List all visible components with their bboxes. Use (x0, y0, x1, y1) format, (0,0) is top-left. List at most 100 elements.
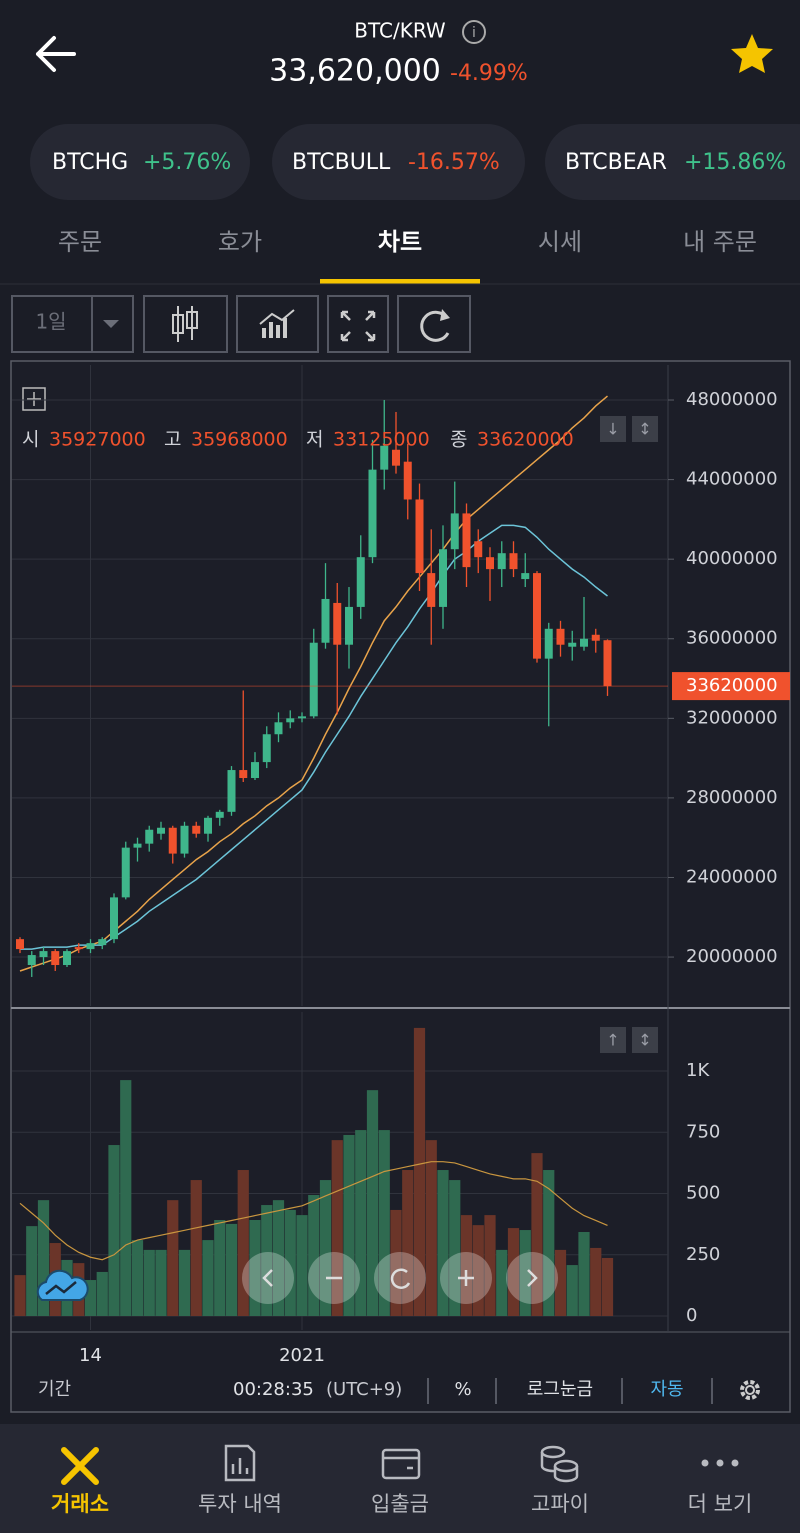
candle-body (462, 513, 471, 568)
volume-bar (590, 1247, 602, 1317)
svg-text:↕: ↕ (638, 1031, 651, 1050)
y-tick-label: 36000000 (686, 628, 778, 649)
favorite-star[interactable] (731, 34, 773, 73)
nav-label[interactable]: 더 보기 (688, 1492, 753, 1516)
volume-bar (261, 1205, 273, 1317)
candle-body (39, 951, 48, 958)
volume-bar (472, 1225, 484, 1317)
y-tick-label: 24000000 (686, 866, 778, 887)
chip[interactable] (545, 124, 800, 200)
candle-body (98, 939, 107, 946)
candle-body (603, 640, 612, 687)
ohlc-value: 35927000 (49, 429, 146, 451)
svg-text:↑: ↑ (606, 1031, 619, 1050)
chart-type-button[interactable] (143, 295, 228, 353)
fullscreen-button[interactable] (327, 295, 389, 353)
settings-icon[interactable] (740, 1380, 760, 1400)
x-tick-label: 14 (79, 1345, 102, 1366)
volume-bar (496, 1249, 508, 1317)
refresh-button[interactable] (397, 295, 471, 353)
candle-body (262, 734, 271, 763)
volume-bar (507, 1228, 520, 1317)
tab[interactable]: 호가 (218, 228, 262, 256)
nav-label[interactable]: 입출금 (371, 1492, 429, 1516)
indicator-icon (259, 309, 295, 338)
volume-bar (167, 1200, 179, 1317)
chip-change: -16.57% (408, 150, 500, 175)
volume-bar (108, 1145, 120, 1317)
footer-auto[interactable]: 자동 (650, 1379, 683, 1400)
volume-bar (601, 1257, 614, 1317)
x-tick-label: 2021 (279, 1345, 325, 1366)
candle-icon (172, 306, 198, 342)
crosshair-icon[interactable] (22, 387, 46, 411)
volume-bar (390, 1209, 402, 1317)
volume-bar (96, 1271, 108, 1317)
tab[interactable]: 내 주문 (683, 228, 757, 256)
candle-body (192, 825, 201, 834)
period-select[interactable] (11, 295, 134, 353)
price-change: -4.99% (450, 61, 528, 86)
volume-bar (37, 1200, 50, 1317)
tab[interactable]: 시세 (538, 228, 582, 256)
volume-bar (460, 1215, 473, 1317)
candle-body (509, 553, 518, 570)
indicator-button[interactable] (236, 295, 319, 353)
tab[interactable]: 주문 (58, 228, 102, 256)
ohlc-label: 시 (22, 429, 39, 451)
price: 33,620,000 (269, 54, 441, 89)
candle-body (591, 634, 600, 641)
candle-body (298, 716, 306, 719)
volume-bar (484, 1215, 496, 1317)
volume-bar (272, 1200, 285, 1317)
candle-body (333, 602, 342, 645)
candle-body (286, 718, 295, 723)
nav-label[interactable]: 고파이 (531, 1492, 589, 1516)
volume-ma-line (19, 1161, 608, 1261)
info-icon[interactable]: i (462, 20, 486, 44)
candle-body (51, 951, 60, 966)
scale-buttons[interactable] (600, 416, 658, 1053)
volume-bar (413, 1027, 426, 1317)
volume-bar (378, 1130, 390, 1317)
y-tick-label: 250 (686, 1244, 720, 1265)
volume-bar (249, 1219, 261, 1317)
candle-body (321, 598, 330, 643)
volume-bar (120, 1080, 132, 1317)
nav-label[interactable]: 투자 내역 (198, 1492, 282, 1516)
volume-bar (554, 1249, 567, 1317)
volume-bar (531, 1153, 543, 1317)
volume-bar (308, 1195, 320, 1317)
volume-bar (449, 1180, 461, 1317)
footer-log[interactable]: 로그눈금 (527, 1379, 593, 1400)
svg-text:↓: ↓ (606, 420, 619, 439)
footer-period[interactable]: 기간 (38, 1379, 71, 1400)
candle-body (380, 445, 389, 470)
volume-bar (84, 1280, 97, 1317)
volume-bar (296, 1215, 308, 1317)
back-button[interactable] (36, 36, 76, 72)
volume-bar (366, 1090, 379, 1317)
chip[interactable] (30, 124, 250, 200)
candle-body (533, 573, 541, 659)
chip[interactable] (272, 124, 525, 200)
y-tick-label: 1K (686, 1060, 710, 1081)
more-icon (701, 1459, 739, 1467)
candle-body (474, 541, 483, 558)
volume-bar (190, 1180, 202, 1317)
scale-arrows: ↓ ↕ ↑ ↕ (606, 420, 651, 1050)
candle-body (239, 770, 248, 779)
footer-percent[interactable]: % (454, 1379, 471, 1400)
fullscreen-icon (340, 310, 376, 342)
volume-bar (543, 1170, 555, 1317)
last-price-box (672, 672, 790, 701)
nav-label[interactable]: 거래소 (51, 1492, 109, 1516)
volume-bar (331, 1140, 343, 1317)
volume-bar (402, 1170, 414, 1317)
chip-change: +15.86% (684, 150, 786, 175)
candle-body (450, 513, 459, 550)
candle-body (521, 573, 530, 580)
tab-active[interactable]: 차트 (378, 228, 422, 256)
candle-body (580, 638, 588, 647)
